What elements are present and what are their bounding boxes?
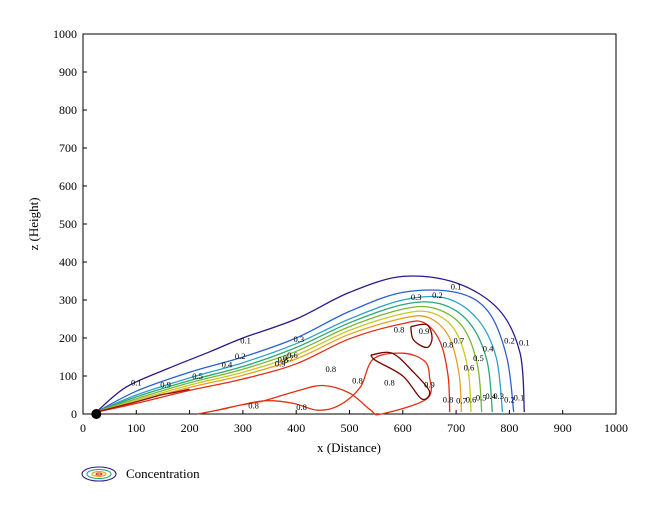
contour-label: 0.4	[485, 391, 496, 401]
y-tick-label: 900	[59, 65, 77, 79]
contour-label: 0.3	[294, 334, 305, 344]
y-tick-label: 100	[59, 369, 77, 383]
contour-label: 0.5	[473, 353, 484, 363]
contour-line-0-1	[95, 275, 525, 413]
x-tick-label: 800	[500, 421, 518, 435]
contour-label: 0.2	[504, 336, 515, 346]
contour-label: 0.6	[464, 362, 475, 372]
y-tick-label: 400	[59, 255, 77, 269]
contour-label: 0.9	[275, 359, 286, 369]
x-tick-label: 0	[80, 421, 86, 435]
contour-label: 0.1	[451, 281, 462, 291]
x-tick-label: 1000	[604, 421, 628, 435]
contour-label: 0.2	[235, 351, 246, 361]
y-tick-label: 200	[59, 331, 77, 345]
contour-label: 0.5	[192, 371, 203, 381]
contour-label: 0.8	[326, 364, 337, 374]
contour-label: 0.8	[296, 402, 307, 412]
concentration-legend-icon	[81, 466, 117, 482]
contour-label: 0.9	[424, 379, 435, 389]
contour-label: 0.8	[278, 355, 289, 365]
contour-label: 0.6	[466, 395, 477, 405]
legend: Concentration	[80, 465, 200, 483]
contour-line-0-9	[410, 323, 433, 349]
y-tick-label: 800	[59, 103, 77, 117]
contour-label: 0.8	[248, 400, 259, 410]
contour-label: 0.2	[432, 290, 443, 300]
contour-label: 0.6	[287, 350, 298, 360]
contour-line-0-3	[96, 295, 504, 413]
contour-line-0-8	[96, 320, 451, 413]
contour-label: 0.9	[160, 379, 171, 389]
contour-label: 0.1	[240, 336, 251, 346]
x-axis-title: x (Distance)	[317, 440, 381, 455]
contour-label: 0.1	[131, 378, 142, 388]
y-axis-title: z (Height)	[26, 197, 41, 250]
contour-label: 0.8	[443, 395, 454, 405]
x-tick-label: 400	[287, 421, 305, 435]
x-tick-label: 100	[127, 421, 145, 435]
contour-label: 0.4	[222, 360, 233, 370]
y-tick-label: 600	[59, 179, 77, 193]
contour-label: 0.8	[443, 340, 454, 350]
contour-line-0-2	[95, 289, 515, 413]
contour-label: 0.7	[283, 353, 294, 363]
contour-label: 0.1	[514, 393, 525, 403]
contour-labels: 0.10.10.10.10.10.20.20.20.20.30.30.30.40…	[131, 281, 530, 412]
plot-frame	[82, 33, 617, 415]
y-tick-label: 1000	[53, 27, 77, 41]
y-tick-label: 0	[71, 407, 77, 421]
x-tick-label: 600	[394, 421, 412, 435]
x-tick-label: 200	[181, 421, 199, 435]
x-tick-label: 700	[447, 421, 465, 435]
x-tick-label: 900	[554, 421, 572, 435]
contour-label: 0.3	[411, 292, 422, 302]
legend-label: Concentration	[126, 466, 200, 481]
contour-label: 0.3	[493, 391, 504, 401]
contour-line-0-7	[96, 315, 463, 413]
contour-line-0-5	[96, 305, 483, 413]
contour-label: 0.1	[519, 338, 530, 348]
contour-label: 0.8	[384, 378, 395, 388]
contour-label: 0.8	[394, 324, 405, 334]
contour-label: 0.4	[483, 343, 494, 353]
axis-ticks: 0 100 200 300 400 500 600 700 800 900 1000 0 100 200 3…	[53, 27, 628, 435]
contour-label: 0.8	[352, 376, 363, 386]
x-tick-label: 300	[234, 421, 252, 435]
contour-label: 0.5	[476, 393, 487, 403]
contour-label: 0.9	[419, 326, 430, 336]
contour-label: 0.7	[456, 395, 467, 405]
y-tick-label: 500	[59, 217, 77, 231]
contour-line-0-4	[96, 301, 493, 413]
source-point-marker	[91, 409, 102, 419]
contour-line-0-9	[370, 351, 431, 401]
contour-label: 0.2	[504, 395, 515, 405]
contour-label: 0.7	[453, 336, 464, 346]
contour-line-0-8	[197, 352, 432, 416]
y-tick-label: 700	[59, 141, 77, 155]
x-tick-label: 500	[341, 421, 359, 435]
contour-line-0-9	[96, 388, 190, 413]
contour-lines	[95, 275, 525, 416]
y-tick-label: 300	[59, 293, 77, 307]
contour-line-0-6	[96, 310, 472, 413]
